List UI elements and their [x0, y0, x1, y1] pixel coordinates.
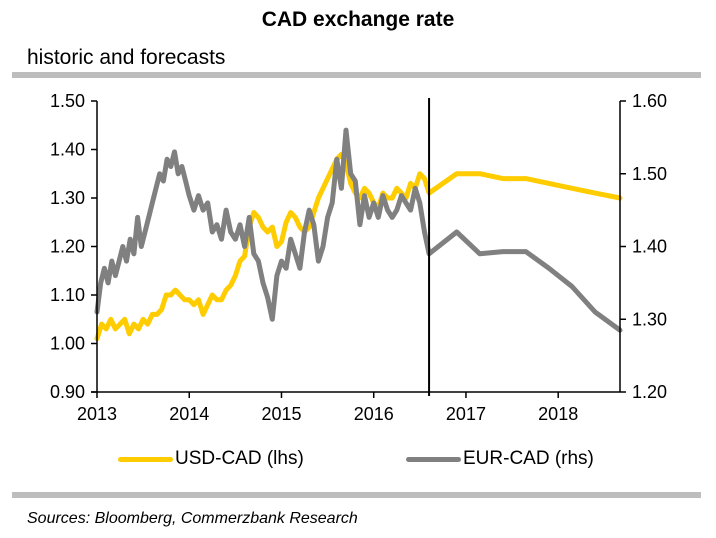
x-tick-label: 2017 [446, 404, 486, 424]
right-tick-label: 1.40 [632, 237, 667, 257]
x-tick-label: 2014 [169, 404, 209, 424]
left-tick-label: 1.20 [50, 237, 85, 257]
axes-layer: 0.90 1.00 1.10 1.20 1.30 1.40 1.50 1.20 1.30 1.40… [50, 91, 667, 424]
chart-title: CAD exchange rate [261, 8, 455, 31]
left-tick-label: 1.50 [50, 91, 85, 111]
source-note: Sources: Bloomberg, Commerzbank Research [27, 510, 358, 527]
bottom-divider [12, 492, 701, 498]
x-tick-label: 2018 [538, 404, 578, 424]
legend-label-eur-cad: EUR-CAD (rhs) [463, 448, 594, 469]
x-tick-label: 2015 [261, 404, 301, 424]
legend-item-usd-cad: USD-CAD (lhs) [118, 448, 304, 470]
left-tick-label: 0.90 [50, 382, 85, 402]
series-line-eur-cad [94, 127, 623, 333]
legend-label-usd-cad: USD-CAD (lhs) [175, 448, 304, 469]
legend-item-eur-cad: EUR-CAD (rhs) [406, 448, 594, 470]
chart-subtitle: historic and forecasts [27, 46, 226, 69]
x-tick-label: 2013 [77, 404, 117, 424]
left-tick-label: 1.00 [50, 334, 85, 354]
right-tick-label: 1.30 [632, 309, 667, 329]
x-tick-label: 2016 [354, 404, 394, 424]
left-tick-label: 1.40 [50, 140, 85, 160]
right-tick-label: 1.50 [632, 164, 667, 184]
legend-swatch-eur-cad [406, 456, 461, 462]
top-divider [12, 72, 701, 78]
right-tick-label: 1.60 [632, 91, 667, 111]
legend-swatch-usd-cad [118, 456, 173, 462]
series-line-usd-cad [94, 151, 623, 342]
left-tick-label: 1.30 [50, 188, 85, 208]
series-layer [94, 127, 623, 342]
left-tick-label: 1.10 [50, 285, 85, 305]
right-tick-label: 1.20 [632, 382, 667, 402]
